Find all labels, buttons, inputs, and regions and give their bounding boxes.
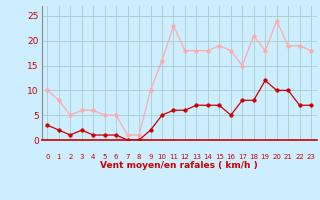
X-axis label: Vent moyen/en rafales ( km/h ): Vent moyen/en rafales ( km/h ) [100,161,258,170]
